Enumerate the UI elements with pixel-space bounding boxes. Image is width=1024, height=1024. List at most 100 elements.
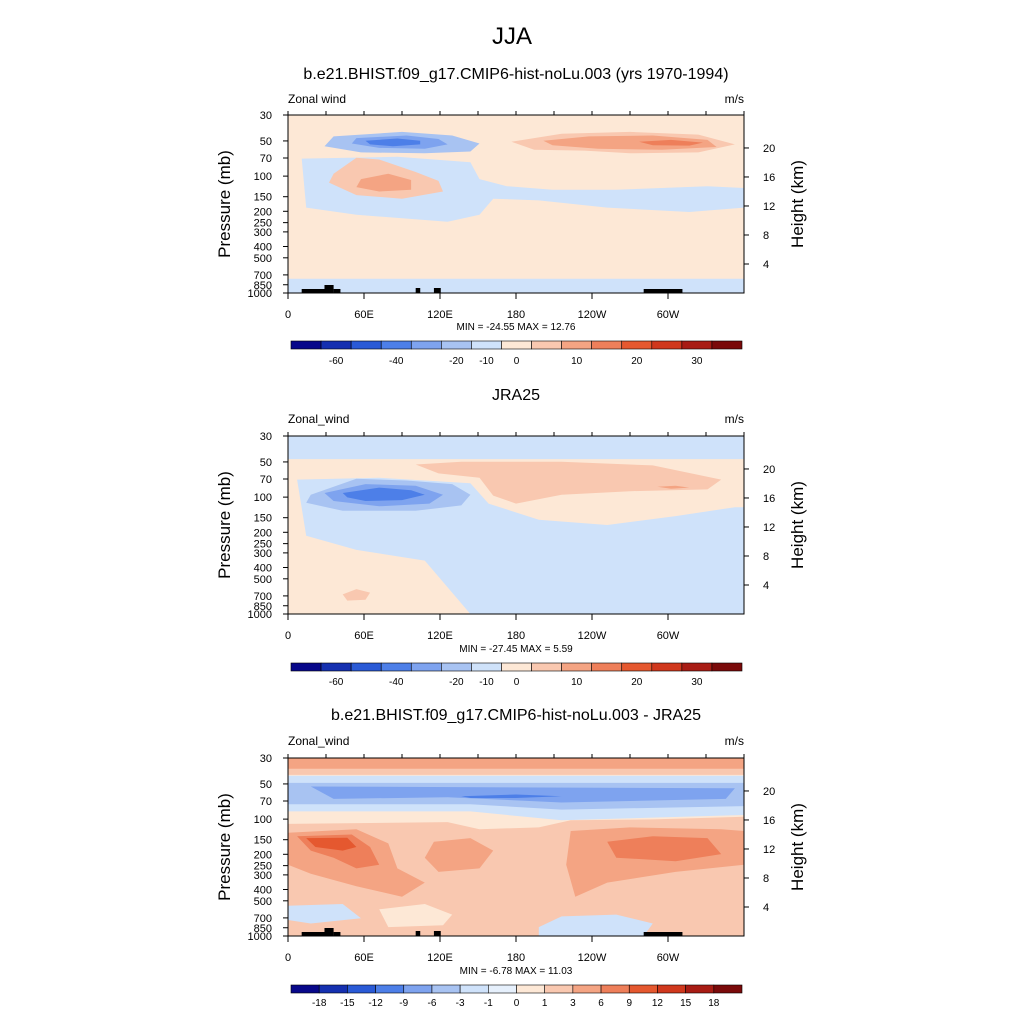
- y-tick-label: 200: [254, 849, 272, 861]
- topography-bar: [643, 289, 683, 293]
- y-right-tick-label: 12: [763, 201, 775, 213]
- x-tick-label: 120W: [578, 952, 607, 964]
- y-right-tick-label: 8: [763, 230, 769, 242]
- colorbar-swatch: [651, 662, 683, 672]
- units-label: m/s: [725, 92, 744, 106]
- plot-area: [288, 115, 744, 293]
- colorbar-label: 10: [571, 677, 583, 688]
- y-right-tick-label: 8: [763, 551, 769, 563]
- y-right-axis-title: Height (km): [788, 803, 807, 891]
- contour-region: [543, 135, 717, 150]
- colorbar-swatch: [681, 662, 713, 672]
- y-tick-label: 150: [254, 835, 272, 847]
- y-right-tick-label: 4: [763, 902, 769, 914]
- x-tick-label: 180: [507, 952, 525, 964]
- colorbar-swatch: [711, 340, 743, 350]
- colorbar-label: -60: [329, 356, 344, 367]
- y-axis-title: Pressure (mb): [215, 471, 234, 579]
- contour-region: [297, 477, 744, 614]
- x-tick-label: 0: [285, 309, 291, 321]
- colorbar-swatch: [290, 984, 320, 994]
- y-right-tick-label: 12: [763, 522, 775, 534]
- colorbar-swatch: [621, 340, 653, 350]
- panel-title: b.e21.BHIST.f09_g17.CMIP6-hist-noLu.003 …: [303, 66, 728, 83]
- x-tick-label: 0: [285, 952, 291, 964]
- y-right-tick-label: 16: [763, 493, 775, 505]
- contour-region: [538, 914, 653, 936]
- page-title: JJA: [492, 23, 532, 50]
- topography-bar: [415, 931, 421, 936]
- colorbar-swatch: [561, 340, 592, 350]
- colorbar-swatch: [320, 340, 352, 350]
- topography-bar: [433, 931, 441, 936]
- y-tick-label: 500: [254, 574, 272, 586]
- colorbar-swatch: [501, 662, 532, 672]
- colorbar-swatch: [516, 984, 545, 994]
- x-tick-label: 120W: [578, 309, 607, 321]
- chart-panel-1: b.e21.BHIST.f09_g17.CMIP6-hist-noLu.003 …: [215, 66, 807, 367]
- y-tick-label: 250: [254, 218, 272, 230]
- stats-label: MIN = -6.78 MAX = 11.03: [460, 966, 573, 977]
- y-tick-label: 30: [260, 753, 272, 765]
- units-label: m/s: [725, 412, 744, 426]
- contour-region: [657, 485, 690, 489]
- colorbar-label: -20: [449, 356, 464, 367]
- topography-bar: [301, 932, 330, 936]
- colorbar-label: -15: [340, 998, 355, 1009]
- units-label: m/s: [725, 734, 744, 748]
- y-right-axis-title: Height (km): [788, 160, 807, 248]
- topography-bar: [301, 289, 330, 293]
- x-tick-label: 60W: [657, 309, 680, 321]
- colorbar-swatch: [600, 984, 630, 994]
- colorbar-label: -3: [456, 998, 465, 1009]
- y-tick-label: 300: [254, 227, 272, 239]
- contour-region: [319, 558, 421, 614]
- contour-region: [415, 461, 722, 504]
- colorbar-swatch: [320, 662, 352, 672]
- topography-bar: [415, 288, 421, 293]
- x-tick-label: 0: [285, 630, 291, 642]
- x-tick-label: 60W: [657, 952, 680, 964]
- y-tick-label: 100: [254, 814, 272, 826]
- contour-region: [288, 758, 744, 771]
- colorbar-swatch: [380, 662, 412, 672]
- colorbar-label: -40: [389, 677, 404, 688]
- colorbar-label: 10: [571, 356, 583, 367]
- topography-bar: [333, 289, 341, 293]
- y-tick-label: 30: [260, 110, 272, 122]
- x-tick-label: 60E: [354, 309, 374, 321]
- y-axis-title: Pressure (mb): [215, 793, 234, 901]
- y-tick-label: 30: [260, 431, 272, 443]
- y-tick-label: 1000: [248, 609, 272, 621]
- x-tick-label: 120E: [427, 309, 453, 321]
- stats-label: MIN = -27.45 MAX = 5.59: [459, 644, 573, 655]
- colorbar-swatch: [488, 984, 517, 994]
- colorbar-label: 18: [708, 998, 720, 1009]
- contour-region: [310, 786, 735, 803]
- colorbar-swatch: [471, 662, 502, 672]
- colorbar-label: 0: [514, 356, 520, 367]
- y-tick-label: 100: [254, 171, 272, 183]
- colorbar-label: 20: [631, 356, 643, 367]
- topography-bar: [643, 932, 683, 936]
- y-tick-label: 850: [254, 923, 272, 935]
- x-tick-label: 60E: [354, 630, 374, 642]
- y-tick-label: 400: [254, 562, 272, 574]
- y-right-tick-label: 20: [763, 143, 775, 155]
- colorbar-swatch: [591, 340, 623, 350]
- y-right-tick-label: 12: [763, 844, 775, 856]
- y-tick-label: 700: [254, 591, 272, 603]
- colorbar-label: 9: [626, 998, 632, 1009]
- colorbar-swatch: [501, 340, 532, 350]
- y-right-axis-title: Height (km): [788, 481, 807, 569]
- colorbar-label: -10: [479, 677, 494, 688]
- y-right-tick-label: 16: [763, 172, 775, 184]
- colorbar-label: -20: [449, 677, 464, 688]
- colorbar-swatch: [531, 662, 562, 672]
- colorbar-label: 0: [514, 998, 520, 1009]
- colorbar-swatch: [441, 662, 472, 672]
- colorbar-label: 30: [691, 356, 703, 367]
- topography-bar: [324, 928, 334, 936]
- contour-region: [365, 138, 421, 147]
